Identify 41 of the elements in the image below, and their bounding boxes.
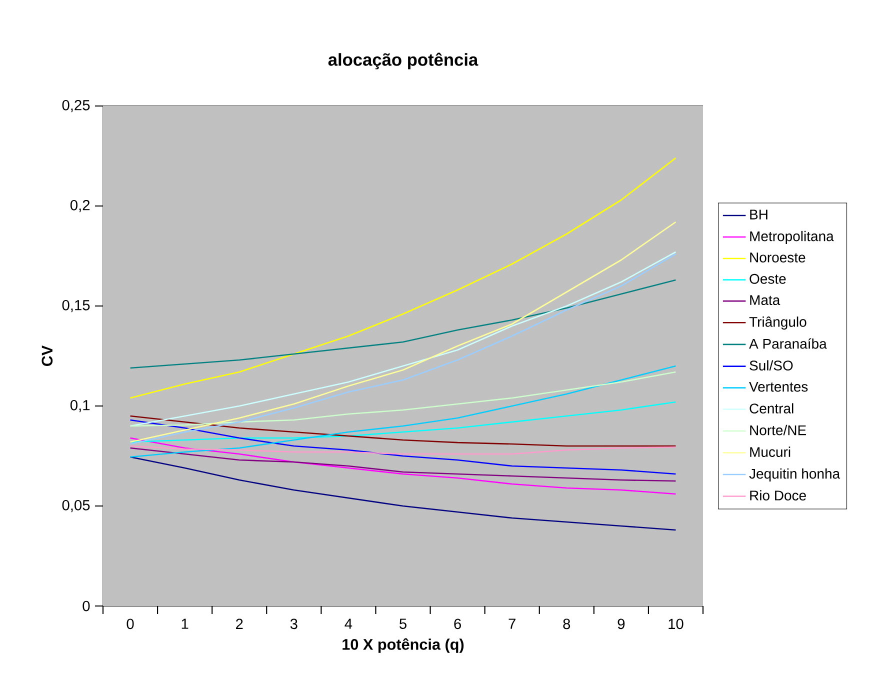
- line-series: [130, 437, 676, 495]
- line-series: [130, 447, 676, 482]
- y-tick-label: 0,2: [70, 200, 90, 212]
- legend-label: Mucuri: [750, 446, 790, 457]
- x-axis-title: 10 X potência (q): [342, 638, 464, 653]
- y-tick-label: 0,25: [62, 100, 90, 112]
- x-tick-label: 8: [563, 618, 570, 630]
- line-series: [130, 221, 676, 443]
- chart-title: alocação potência: [328, 52, 478, 70]
- y-tick-label: 0: [82, 600, 90, 612]
- x-tick-label: 7: [508, 618, 516, 629]
- legend-label: Norte/NE: [750, 424, 806, 436]
- x-tick-label: 10: [668, 618, 684, 630]
- legend-label: Noroeste: [750, 252, 806, 262]
- x-tick-label: 0: [126, 618, 134, 630]
- legend-label: Jequitin honha: [749, 468, 840, 482]
- x-tick-label: 3: [290, 618, 298, 630]
- y-axis-title: CV: [42, 345, 53, 366]
- legend-label: A Paranaíba: [749, 338, 827, 349]
- legend-label: Vertentes: [749, 382, 808, 392]
- y-tick-label: 0,15: [62, 300, 90, 312]
- y-tick-label: 0,1: [70, 400, 90, 412]
- x-tick-label: 1: [182, 618, 188, 629]
- y-tick-label: 0,05: [62, 500, 90, 512]
- x-tick-label: 2: [236, 618, 243, 629]
- legend-label: BH: [750, 210, 768, 220]
- x-tick-label: 4: [344, 618, 352, 629]
- legend-label: Rio Doce: [750, 490, 806, 500]
- legend-label: Central: [750, 403, 794, 414]
- line-series: [130, 419, 676, 475]
- legend-label: Mata: [750, 295, 780, 306]
- line-series: [130, 157, 676, 399]
- x-tick-label: 5: [400, 618, 406, 629]
- x-tick-label: 9: [618, 618, 625, 630]
- legend-label: Sul/SO: [750, 360, 793, 371]
- line-series: [130, 371, 676, 427]
- x-tick-label: 6: [454, 618, 461, 630]
- legend-label: Oeste: [750, 274, 786, 284]
- legend-label: Triângulo: [749, 316, 806, 330]
- legend-label: Metropolitana: [750, 230, 834, 244]
- line-series: [130, 365, 676, 458]
